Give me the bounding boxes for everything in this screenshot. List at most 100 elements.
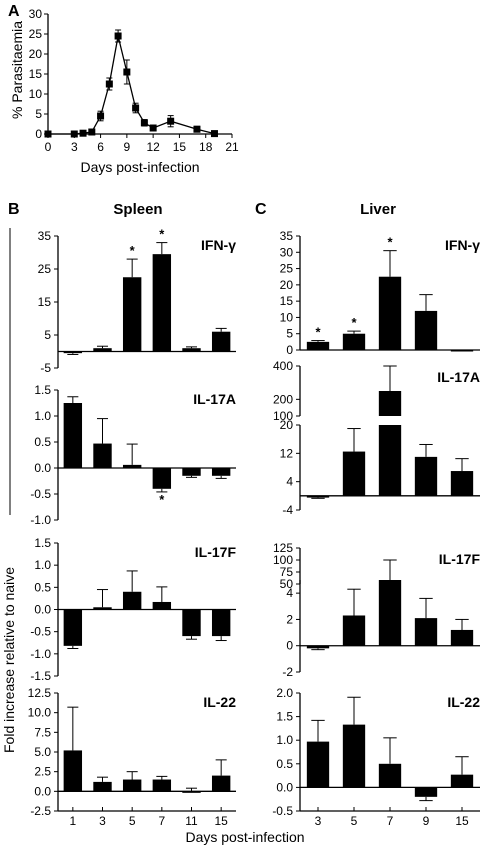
- spleen-il17a-bar: [63, 403, 83, 468]
- panel-a-x-tick-label: 6: [97, 140, 104, 154]
- spleen-il22-y-tick-label: 2.5: [34, 765, 51, 779]
- panel-a-x-tick-label: 0: [45, 140, 52, 154]
- panel-a-point: [44, 130, 52, 138]
- spleen-il17a-y-tick-label: -1.0: [30, 513, 51, 527]
- liver-il22-x-tick-label: 5: [351, 814, 358, 828]
- liver-il17a-y-tick-label: 20: [280, 418, 294, 432]
- panel-a-point: [105, 80, 113, 88]
- liver-il17a-bar-upper: [378, 391, 402, 416]
- spleen-ifng-plot: -5 5 15 25 35 * * IFN-γ: [38, 227, 237, 375]
- panel-a-y-tick-label: 10: [29, 87, 43, 101]
- liver-il22-bar: [306, 741, 330, 788]
- spleen-il17a-y-tick-label: 0.0: [34, 461, 51, 475]
- liver-il17a-bar: [450, 471, 474, 496]
- spleen-il17a-y-tick-label: 1.5: [34, 383, 51, 397]
- spleen-il17a-bar: [211, 468, 231, 476]
- spleen-il17f-bar: [152, 601, 172, 610]
- spleen-il22-x-tick-label: 11: [185, 814, 198, 828]
- liver-il22-x-tick-label: 9: [423, 814, 430, 828]
- panel-a-point: [88, 128, 96, 136]
- spleen-ifng-bar: [63, 351, 83, 354]
- liver-il17f-y-tick-label: 100: [273, 553, 293, 567]
- panel-c-letter: C: [255, 201, 267, 218]
- liver-il17f-y-tick-label: 0: [286, 639, 293, 653]
- spleen-il22-plot: -2.5 0.0 2.5 5.0 7.5 10.0 12.5 IL-22 1 3 5 7 11 15: [28, 686, 237, 828]
- spleen-ifng-y-tick-label: -5: [40, 361, 51, 375]
- spleen-il17f-y-tick-label: -1.5: [30, 669, 51, 683]
- spleen-ifng-significance-star: *: [159, 227, 165, 242]
- spleen-title: Spleen: [113, 201, 162, 218]
- liver-il22-bar: [450, 774, 474, 788]
- spleen-il22-bar: [63, 750, 83, 792]
- liver-il17a-y-tick-label: 100: [273, 409, 293, 423]
- spleen-il22-x-tick-label: 15: [214, 814, 228, 828]
- panel-a-ylabel: % Parasitaemia: [9, 21, 25, 119]
- panel-b-letter: B: [8, 201, 20, 218]
- liver-il17a-bar: [414, 456, 438, 496]
- liver-il17a-bar: [378, 425, 402, 496]
- liver-il17f-bar: [378, 580, 402, 646]
- spleen-il22-x-tick-label: 1: [69, 814, 76, 828]
- panel-a-y-tick-label: 0: [35, 127, 42, 141]
- liver-il17f-bar: [342, 615, 366, 646]
- panel-a-letter: A: [8, 3, 20, 20]
- spleen-il22-y-tick-label: 7.5: [34, 725, 51, 739]
- spleen-ifng-bar: [152, 254, 172, 352]
- liver-ifng-y-tick-label: 0: [286, 343, 293, 357]
- liver-il17a-y-tick-label: 12: [280, 446, 294, 460]
- liver-ifng-bar: [414, 310, 438, 350]
- liver-ifng-bar: [450, 350, 474, 352]
- panel-a-point: [123, 68, 131, 76]
- spleen-ifng-y-tick-label: 5: [44, 328, 51, 342]
- panel-a-point: [210, 130, 218, 138]
- panel-a-point: [140, 119, 148, 127]
- panel-a-x-tick-label: 15: [173, 140, 187, 154]
- liver-il22-x-tick-label: 7: [387, 814, 394, 828]
- spleen-ifng-y-tick-label: 15: [38, 295, 52, 309]
- spleen-il22-y-tick-label: 12.5: [28, 686, 52, 700]
- liver-il17a-title: IL-17A: [437, 369, 480, 385]
- spleen-il17f-bar: [63, 609, 83, 646]
- liver-il17f-y-tick-label: 75: [280, 565, 294, 579]
- spleen-il17a-bar: [182, 468, 201, 476]
- spleen-ifng-bar: [122, 277, 142, 352]
- liver-il17f-y-tick-label: 4: [286, 586, 293, 600]
- panel-a-point: [97, 112, 105, 120]
- spleen-il22-bar: [93, 781, 112, 792]
- panel-a-x-tick-label: 21: [225, 140, 239, 154]
- spleen-il17f-y-tick-label: -1.0: [30, 647, 51, 661]
- panel-a-x-tick-label: 9: [124, 140, 131, 154]
- spleen-il17f-y-tick-label: 1.5: [34, 536, 51, 550]
- liver-il22-y-tick-label: 0.5: [276, 757, 293, 771]
- spleen-il17f-y-tick-label: 0.5: [34, 580, 51, 594]
- panel-a-y-tick-label: 20: [29, 47, 43, 61]
- spleen-il22-y-tick-label: 5.0: [34, 745, 51, 759]
- spleen-il22-x-tick-label: 3: [99, 814, 106, 828]
- spleen-il17a-y-tick-label: 0.5: [34, 435, 51, 449]
- liver-il22-y-tick-label: -0.5: [272, 804, 293, 818]
- panel-a-y-tick-label: 25: [29, 27, 43, 41]
- liver-il22-plot: -0.5 0.0 0.5 1.0 1.5 2.0 IL-22 3 5 7 9 15: [272, 686, 480, 828]
- spleen-il17f-y-tick-label: -0.5: [30, 625, 51, 639]
- spleen-il17f-bar: [122, 591, 142, 610]
- liver-ifng-y-tick-label: 15: [280, 294, 294, 308]
- liver-ifng-bar: [342, 333, 366, 350]
- liver-ifng-y-tick-label: 30: [280, 245, 294, 259]
- liver-il17f-y-tick-label: 125: [273, 541, 293, 555]
- panel-a-point: [149, 124, 157, 132]
- spleen-il22-x-tick-label: 5: [129, 814, 136, 828]
- liver-il17a-bar: [342, 451, 366, 496]
- liver-ifng-plot: 0 5 10 15 20 25 30 35 * * * IFN-γ: [280, 229, 481, 357]
- liver-il17f-y-tick-label: 50: [280, 577, 294, 591]
- liver-il17f-bar: [414, 618, 438, 646]
- spleen-ifng-bar: [182, 348, 201, 352]
- spleen-il22-title: IL-22: [203, 694, 236, 710]
- liver-ifng-bar: [306, 341, 330, 350]
- spleen-il17a-plot: -1.0 -0.5 0.0 0.5 1.0 1.5 * IL-17A: [30, 383, 236, 527]
- liver-ifng-y-tick-label: 25: [280, 262, 294, 276]
- spleen-il17f-bar: [182, 609, 201, 637]
- panel-a-point: [167, 117, 175, 125]
